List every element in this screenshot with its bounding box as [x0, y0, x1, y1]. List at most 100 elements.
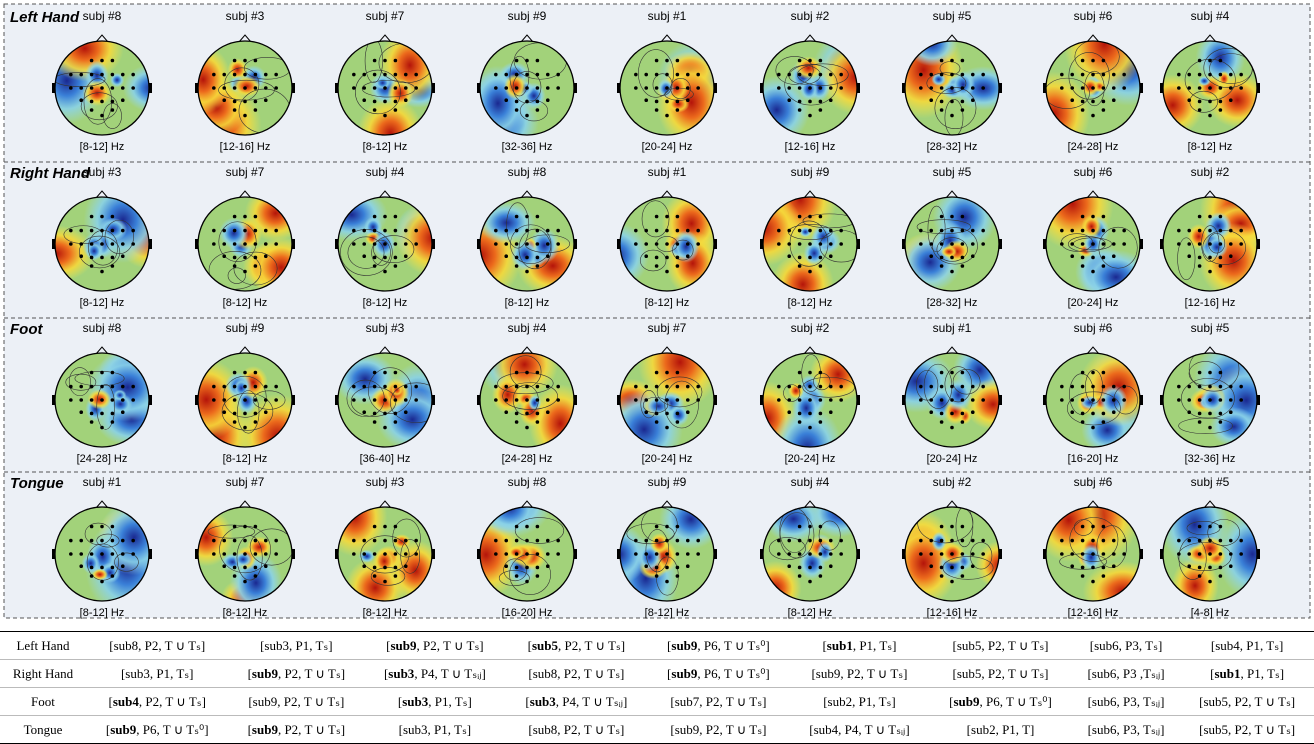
table-cell: [sub7, P2, T ∪ Tₛ] — [647, 688, 790, 716]
electrode — [222, 98, 226, 102]
electrode — [504, 564, 508, 568]
electrode — [556, 539, 560, 543]
electrode — [100, 552, 104, 556]
electrode — [373, 574, 377, 578]
electrode — [655, 385, 659, 389]
electrode — [961, 229, 965, 233]
electrode — [536, 398, 540, 402]
electrode — [665, 270, 669, 274]
subject-label: subj #3 — [366, 321, 405, 335]
electrode — [100, 539, 104, 543]
electrode — [1091, 412, 1095, 416]
electrode — [1187, 385, 1191, 389]
electrode — [787, 564, 791, 568]
subject-label: subj #9 — [226, 321, 265, 335]
electrode — [243, 580, 247, 584]
electrode — [414, 398, 418, 402]
electrode — [676, 256, 680, 260]
electrode — [1187, 539, 1191, 543]
table-cell: [sub4, P4, T ∪ Tₛᵢⱼ] — [790, 716, 930, 744]
electrode — [929, 552, 933, 556]
electrode — [1187, 86, 1191, 90]
electrode — [1122, 398, 1126, 402]
electrode — [352, 242, 356, 246]
electrode — [121, 385, 125, 389]
electrode — [1102, 371, 1106, 375]
table-cell: [sub4, P2, T ∪ Tₛ] — [86, 688, 229, 716]
electrode — [254, 242, 258, 246]
electrode — [676, 385, 680, 389]
electrode — [254, 86, 258, 90]
band-label: [28-32] Hz — [927, 141, 978, 153]
electrode — [233, 73, 237, 77]
table-cell: [sub8, P2, T ∪ Tₛ] — [506, 660, 647, 688]
electrode — [394, 100, 398, 104]
electrode — [556, 73, 560, 77]
electrode — [1102, 574, 1106, 578]
electrode — [536, 264, 540, 268]
electrode — [655, 73, 659, 77]
row-label: Foot — [0, 688, 86, 716]
electrode — [1198, 256, 1202, 260]
electrode — [655, 525, 659, 529]
table-cell: [sub3, P1, Tₛ] — [86, 660, 229, 688]
electrode — [264, 254, 268, 258]
electrode — [525, 412, 529, 416]
electrode — [1208, 426, 1212, 430]
electrode — [362, 254, 366, 258]
electrode — [212, 539, 216, 543]
electrode — [254, 229, 258, 233]
blob — [492, 375, 524, 413]
electrode — [1177, 73, 1181, 77]
electrode — [1102, 100, 1106, 104]
electrode — [1091, 566, 1095, 570]
cell-part: sub1 — [827, 638, 853, 653]
cell-part: sub9 — [954, 694, 980, 709]
electrode — [1060, 86, 1064, 90]
electrode — [950, 398, 954, 402]
electrode — [111, 539, 115, 543]
electrode — [1198, 420, 1202, 424]
electrode — [655, 539, 659, 543]
electrode — [111, 574, 115, 578]
cell-part: sub1 — [1214, 666, 1240, 681]
electrode — [233, 242, 237, 246]
electrode — [233, 574, 237, 578]
electrode — [494, 86, 498, 90]
electrode — [1070, 254, 1074, 258]
cell-part: , P2, T ∪ Tₛ] — [699, 694, 766, 709]
electrode — [950, 426, 954, 430]
electrode — [819, 86, 823, 90]
electrode — [819, 371, 823, 375]
electrode — [100, 73, 104, 77]
electrode — [1219, 215, 1223, 219]
electrode — [525, 215, 529, 219]
electrode — [961, 73, 965, 77]
electrode — [1198, 566, 1202, 570]
electrode — [274, 229, 278, 233]
blob — [113, 390, 126, 401]
table-cell: [sub9, P2, T ∪ Tₛ] — [229, 660, 365, 688]
electrode — [111, 264, 115, 268]
electrode — [90, 229, 94, 233]
electrode — [1091, 256, 1095, 260]
electrode — [525, 385, 529, 389]
electrode — [1187, 398, 1191, 402]
electrode — [243, 412, 247, 416]
electrode — [243, 426, 247, 430]
electrode — [1208, 229, 1212, 233]
electrode — [929, 86, 933, 90]
row-title: Tongue — [10, 475, 64, 492]
table-cell: [sub3, P1, Tₛ] — [364, 716, 505, 744]
electrode — [676, 371, 680, 375]
electrode — [264, 73, 268, 77]
band-label: [36-40] Hz — [360, 453, 411, 465]
electrode — [373, 59, 377, 63]
electrode — [1081, 539, 1085, 543]
table-row: Foot[sub4, P2, T ∪ Tₛ][sub9, P2, T ∪ Tₛ]… — [0, 688, 1314, 716]
electrode — [1219, 412, 1223, 416]
electrode — [940, 412, 944, 416]
electrode — [394, 566, 398, 570]
electrode — [665, 59, 669, 63]
electrode — [665, 412, 669, 416]
